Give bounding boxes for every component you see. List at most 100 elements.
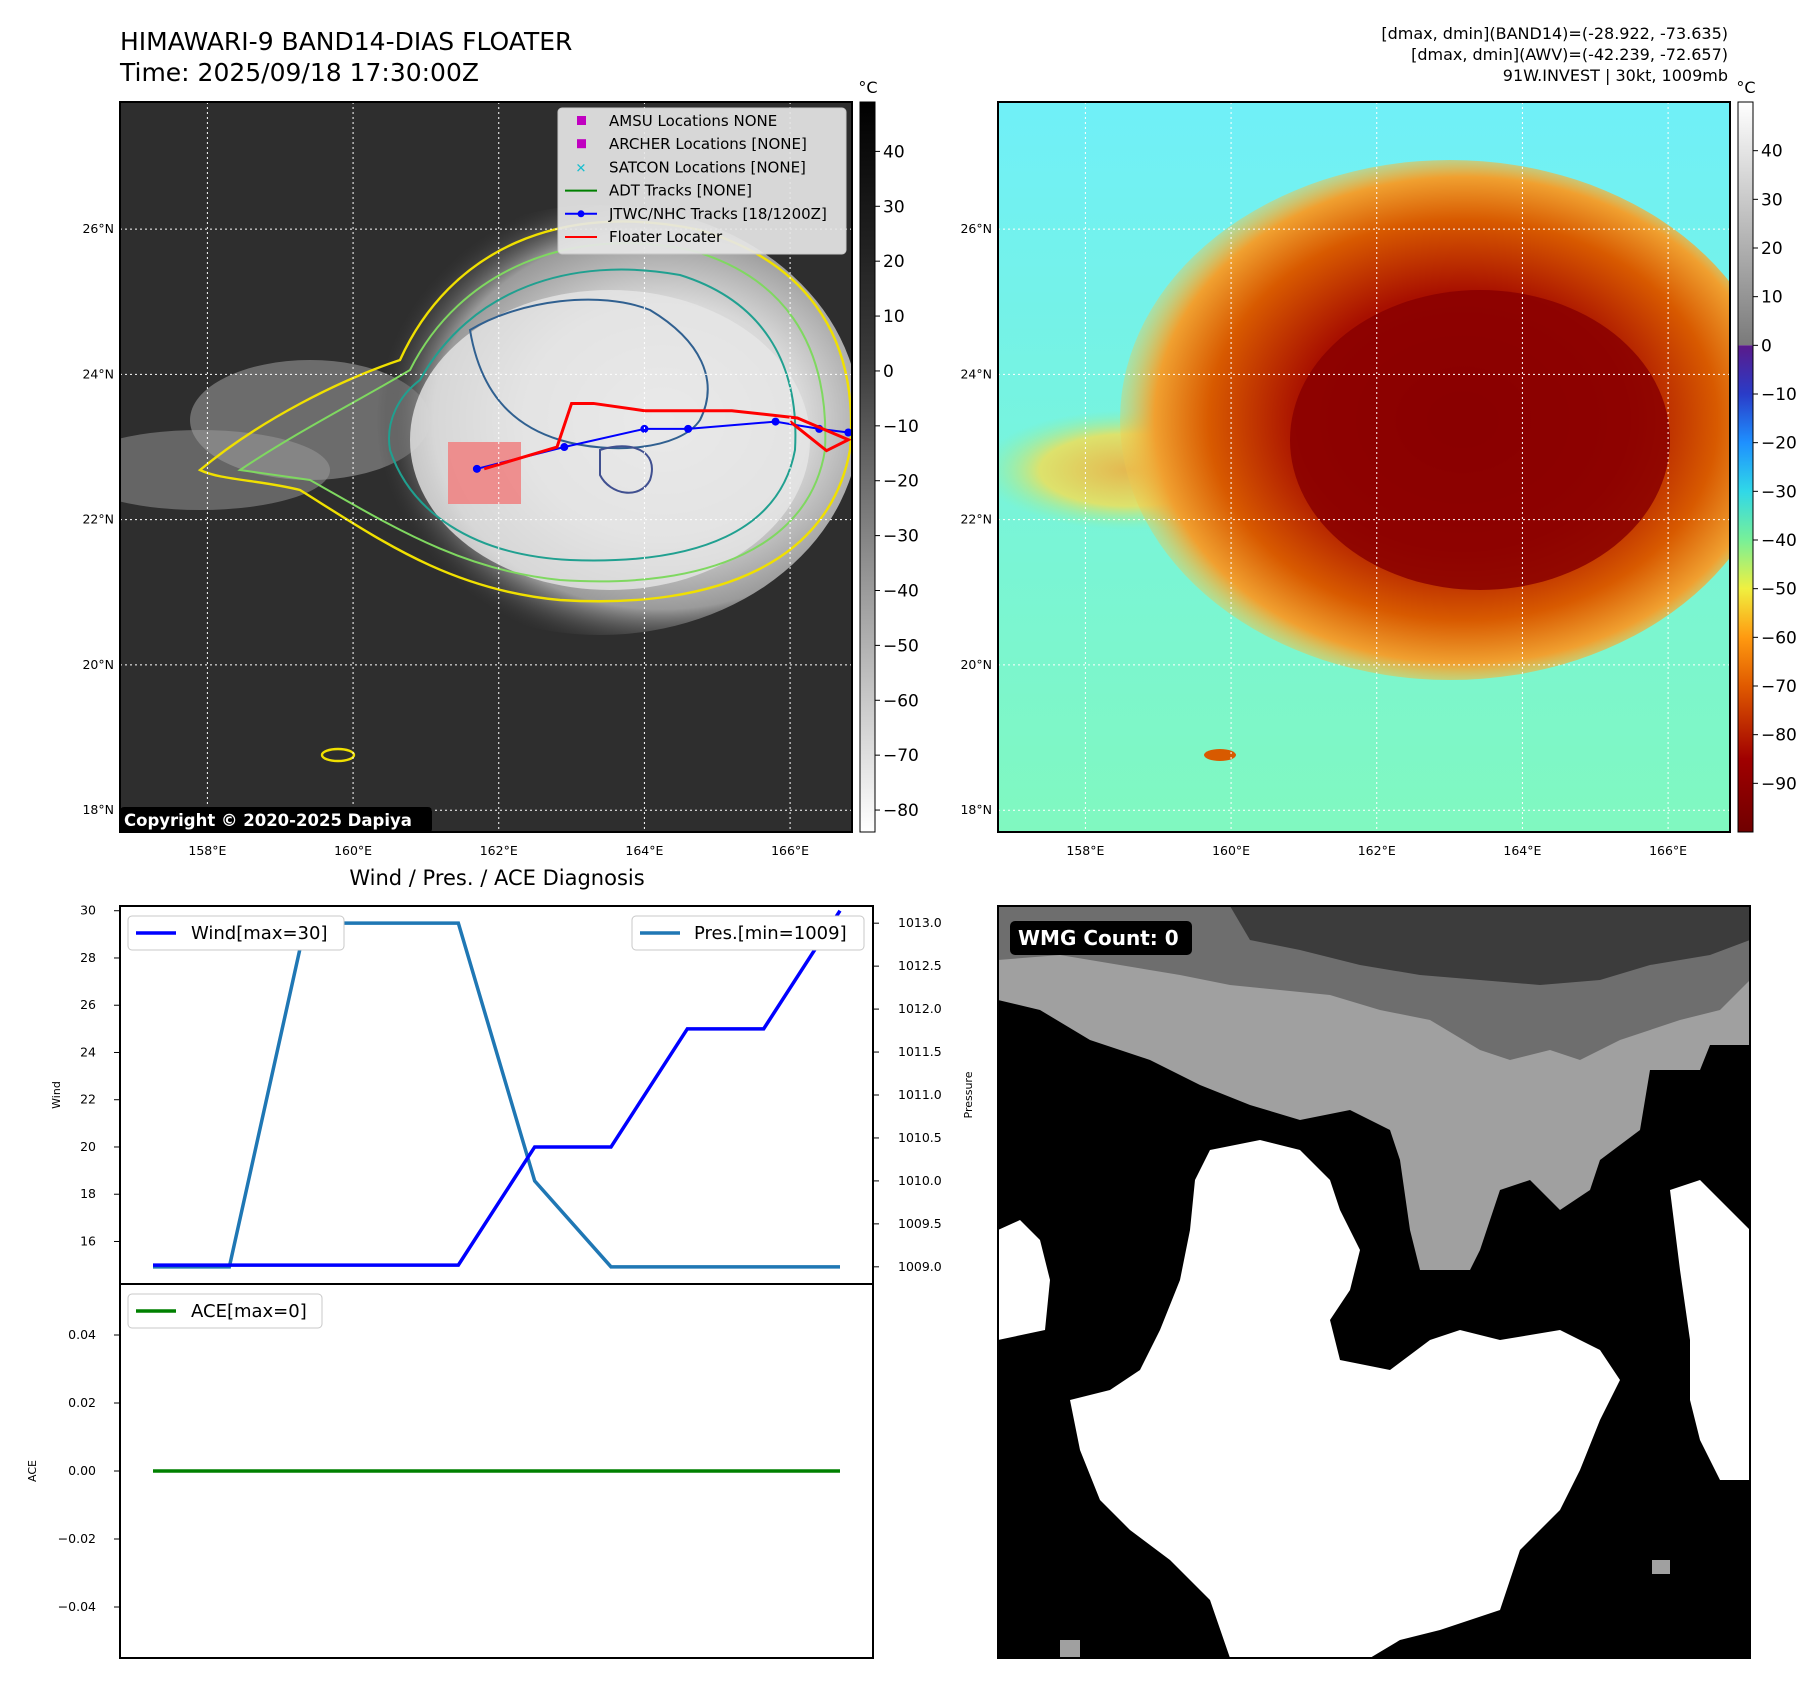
ace-legend-label: ACE[max=0]	[191, 1301, 307, 1322]
wind-series-line	[153, 909, 842, 1267]
pressure-axis-ticks: 1013.0 1012.5 1012.0 1011.5 1011.0 1010.5 1010…	[873, 915, 942, 1274]
colorbar-tick-label: −10	[1761, 385, 1797, 405]
awv-map-panel: 158°E 160°E 162°E 164°E 166°E 26°N 24°N 22°N 20…	[960, 78, 1796, 858]
wind-axis-ticks: 30 28 26 24 22 20 18 16	[80, 903, 120, 1248]
awv-colorbar-upper	[1738, 102, 1753, 346]
colorbar-tick-label: −20	[1761, 434, 1797, 454]
colorbar-tick-label: −70	[1761, 677, 1797, 697]
copyright-text: Copyright © 2020-2025 Dapiya	[124, 811, 412, 830]
diagnosis-title: Wind / Pres. / ACE Diagnosis	[349, 866, 644, 890]
lat-tick-label: 20°N	[960, 657, 992, 672]
awv-colorbar-lower	[1738, 345, 1753, 832]
colorbar-tick-label: −50	[883, 636, 919, 656]
colorbar-tick-label: 30	[1761, 190, 1783, 210]
ir-contour-blue	[468, 298, 709, 450]
ir-contour-teal	[388, 268, 797, 562]
lon-tick-label: 162°E	[480, 843, 518, 858]
ir-small-cell	[320, 747, 356, 763]
lat-tick-label: 24°N	[960, 366, 992, 381]
colorbar-tick-label: −50	[1761, 580, 1797, 600]
wind-tick-label: 26	[80, 997, 96, 1012]
awv-colorbar-frame	[1737, 101, 1754, 833]
ace-axis-ticks: 0.04 0.02 0.00 −0.02 −0.04	[58, 1327, 120, 1614]
wmg-white-region-main	[1070, 1140, 1620, 1658]
lon-tick-label: 160°E	[334, 843, 372, 858]
colorbar-tick-label: 10	[1761, 288, 1783, 308]
pressure-legend: Pres.[min=1009]	[631, 915, 865, 951]
awv-colorbar-unit: °C	[1736, 78, 1755, 97]
ir-lon-ticks: 158°E 160°E 162°E 164°E 166°E	[188, 843, 809, 858]
colorbar-tick-label: −40	[883, 581, 919, 601]
jtwc-track-point	[844, 428, 852, 437]
jtwc-track-point	[560, 443, 569, 452]
wind-tick-label: 22	[80, 1092, 96, 1107]
floater-box	[448, 442, 521, 504]
lat-tick-label: 20°N	[82, 657, 114, 672]
ir-lat-ticks: 26°N 24°N 22°N 20°N 18°N	[82, 221, 114, 817]
pressure-tick-label: 1011.5	[898, 1044, 942, 1059]
ace-tick-label: −0.02	[58, 1531, 96, 1546]
colorbar-tick-label: 30	[883, 197, 905, 217]
map-legend: AMSU Locations NONE ARCHER Locations [NON…	[557, 107, 847, 255]
stats-awv: [dmax, dmin](AWV)=(-42.239, -72.657)	[1411, 45, 1728, 64]
wind-axes-frame	[119, 905, 874, 1285]
colorbar-tick-label: 10	[883, 307, 905, 327]
pressure-tick-label: 1013.0	[898, 915, 942, 930]
wmg-white-region-west	[998, 1220, 1050, 1340]
pressure-tick-label: 1011.0	[898, 1087, 942, 1102]
colorbar-tick-label: −30	[883, 527, 919, 547]
pressure-tick-label: 1010.0	[898, 1173, 942, 1188]
figure-time: Time: 2025/09/18 17:30:00Z	[119, 58, 479, 87]
colorbar-tick-label: 40	[883, 142, 905, 162]
colorbar-tick-label: −10	[883, 417, 919, 437]
lon-tick-label: 166°E	[771, 843, 809, 858]
lon-tick-label: 158°E	[188, 843, 226, 858]
lat-tick-label: 22°N	[960, 512, 992, 527]
ir-contour-cold-core	[599, 445, 653, 494]
ace-tick-label: 0.04	[68, 1327, 96, 1342]
wmg-gray-dark	[1230, 906, 1750, 985]
ir-map-frame	[119, 101, 853, 833]
lat-tick-label: 24°N	[82, 366, 114, 381]
legend-entry-label: Floater Locater	[609, 228, 723, 246]
legend-entry-label: SATCON Locations [NONE]	[609, 158, 806, 176]
awv-map-frame	[997, 101, 1731, 833]
awv-core-dark	[1290, 290, 1670, 590]
awv-lat-ticks: 26°N 24°N 22°N 20°N 18°N	[960, 221, 992, 817]
legend-marker-dot	[577, 210, 585, 218]
awv-lon-ticks: 158°E 160°E 162°E 164°E 166°E	[1066, 843, 1687, 858]
pressure-tick-label: 1009.5	[898, 1216, 942, 1231]
awv-colorbar-ticks: 40 30 20 10 0 −10 −20 −30 −40 −50 −60 −70 −80 −90	[1753, 142, 1797, 794]
pressure-legend-box	[631, 915, 865, 951]
wind-axis-label: Wind	[50, 1081, 63, 1109]
legend-entry-label: ADT Tracks [NONE]	[609, 182, 752, 200]
awv-small-cell	[1204, 749, 1236, 761]
lat-tick-label: 26°N	[960, 221, 992, 236]
lon-tick-label: 158°E	[1066, 843, 1104, 858]
colorbar-tick-label: −20	[883, 472, 919, 492]
colorbar-tick-label: 20	[1761, 239, 1783, 259]
colorbar-tick-label: −30	[1761, 482, 1797, 502]
jtwc-track-point	[771, 417, 780, 426]
colorbar-tick-label: 0	[1761, 336, 1772, 356]
figure-title: HIMAWARI-9 BAND14-DIAS FLOATER	[120, 27, 572, 56]
colorbar-tick-label: −80	[1761, 726, 1797, 746]
wind-tick-label: 28	[80, 950, 96, 965]
wmg-gray-fleck-2	[1652, 1560, 1670, 1574]
colorbar-tick-label: −80	[883, 801, 919, 821]
colorbar-tick-label: 0	[883, 362, 894, 382]
lon-tick-label: 160°E	[1212, 843, 1250, 858]
colorbar-tick-label: −60	[1761, 628, 1797, 648]
wmg-count-box	[1010, 921, 1192, 955]
wmg-panel: WMG Count: 0	[997, 905, 1751, 1659]
pressure-tick-label: 1010.5	[898, 1130, 942, 1145]
jtwc-track-point	[472, 464, 481, 473]
ir-colorbar	[859, 101, 876, 833]
floater-track	[483, 401, 852, 471]
colorbar-tick-label: 20	[883, 252, 905, 272]
ace-tick-label: 0.00	[68, 1463, 96, 1478]
legend-marker: ✕	[576, 161, 587, 176]
ir-cloud-core	[410, 290, 810, 590]
lon-tick-label: 164°E	[1503, 843, 1541, 858]
